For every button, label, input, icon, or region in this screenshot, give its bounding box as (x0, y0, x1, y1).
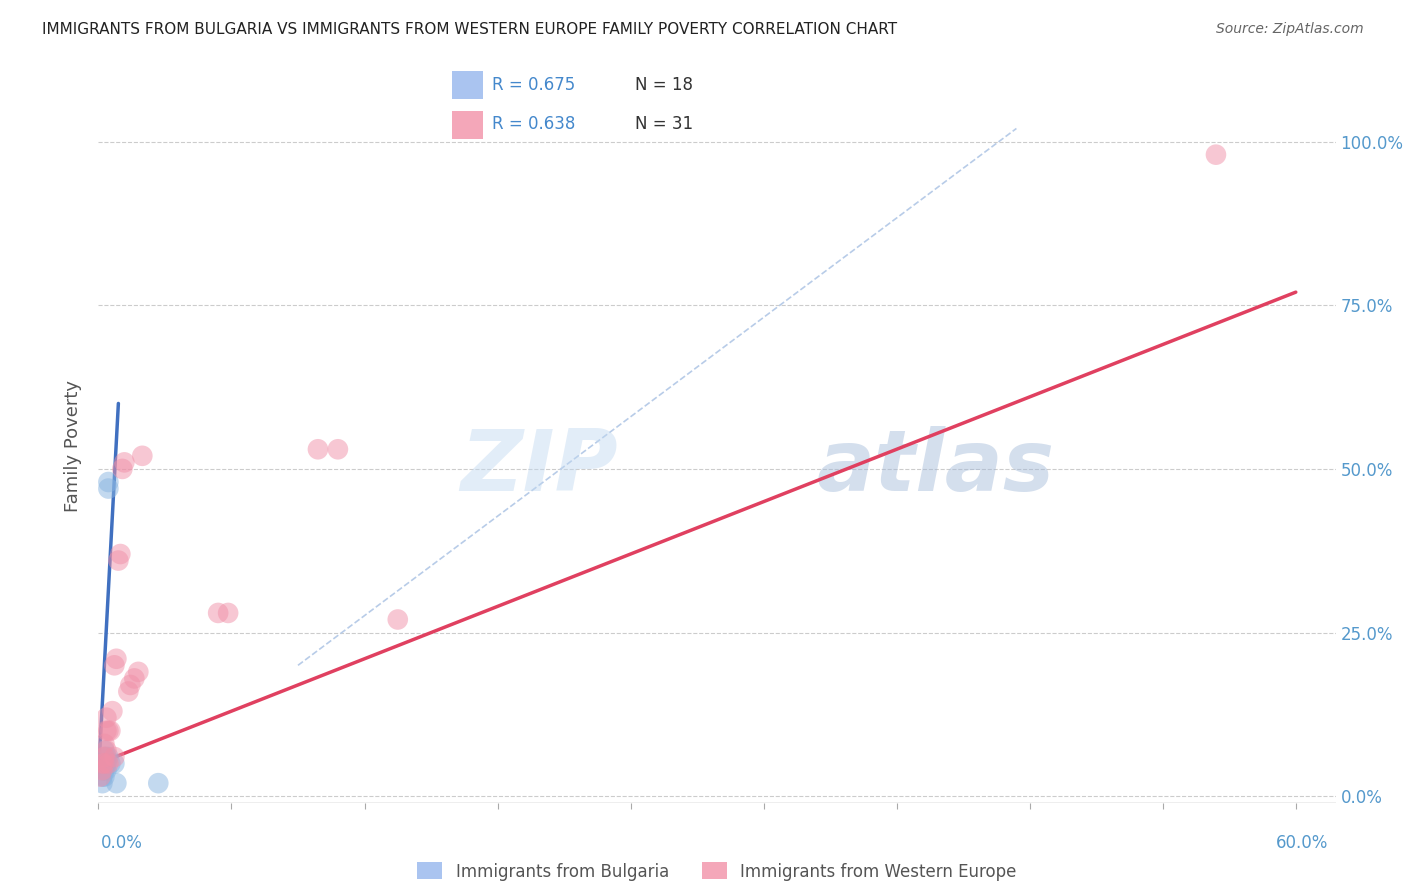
Point (97, 723, 120, 738)
Text: 0.0%: 0.0% (101, 834, 143, 852)
Point (1205, 147, 1227, 161)
Text: ZIP: ZIP (460, 425, 619, 509)
Point (93, 770, 115, 784)
Legend: Immigrants from Bulgaria, Immigrants from Western Europe: Immigrants from Bulgaria, Immigrants fro… (411, 855, 1024, 888)
Point (97, 475, 120, 489)
Point (97, 756, 120, 771)
Point (117, 684, 139, 698)
Point (97, 482, 120, 496)
Text: R = 0.675: R = 0.675 (492, 77, 575, 95)
Point (91, 770, 114, 784)
Point (148, 776, 170, 790)
Point (96, 763, 118, 777)
Point (93, 750, 115, 764)
Point (217, 606, 239, 620)
Point (131, 449, 153, 463)
Point (110, 547, 132, 561)
Point (112, 455, 135, 469)
Point (96, 750, 118, 764)
Point (107, 553, 129, 567)
Text: 60.0%: 60.0% (1277, 834, 1329, 852)
FancyBboxPatch shape (453, 111, 484, 139)
Point (93, 750, 115, 764)
Point (127, 665, 149, 679)
Point (105, 776, 128, 790)
Point (91, 763, 114, 777)
Point (96, 756, 118, 771)
Point (91, 776, 114, 790)
Point (100, 723, 122, 738)
Point (97, 750, 120, 764)
Point (326, 442, 349, 457)
Point (307, 442, 329, 457)
Text: atlas: atlas (815, 425, 1054, 509)
Text: N = 31: N = 31 (634, 115, 693, 133)
Point (103, 756, 125, 771)
Point (120, 678, 142, 692)
Point (91, 756, 114, 771)
Point (207, 606, 229, 620)
Point (96, 743, 118, 757)
Text: IMMIGRANTS FROM BULGARIA VS IMMIGRANTS FROM WESTERN EUROPE FAMILY POVERTY CORREL: IMMIGRANTS FROM BULGARIA VS IMMIGRANTS F… (42, 22, 897, 37)
Point (93, 737, 115, 751)
Text: Source: ZipAtlas.com: Source: ZipAtlas.com (1216, 22, 1364, 37)
Point (100, 756, 122, 771)
Point (93, 743, 115, 757)
Point (101, 704, 124, 718)
Text: N = 18: N = 18 (634, 77, 693, 95)
Point (103, 658, 125, 673)
Point (103, 750, 125, 764)
Y-axis label: Family Poverty: Family Poverty (65, 380, 83, 512)
Point (111, 462, 134, 476)
Point (96, 711, 118, 725)
Text: R = 0.638: R = 0.638 (492, 115, 575, 133)
Point (96, 723, 118, 738)
Point (124, 672, 146, 686)
Point (387, 612, 409, 626)
Point (93, 756, 115, 771)
Point (91, 763, 114, 777)
Point (89, 770, 111, 784)
FancyBboxPatch shape (453, 71, 484, 99)
Point (93, 763, 115, 777)
Point (93, 756, 115, 771)
Point (105, 652, 128, 666)
